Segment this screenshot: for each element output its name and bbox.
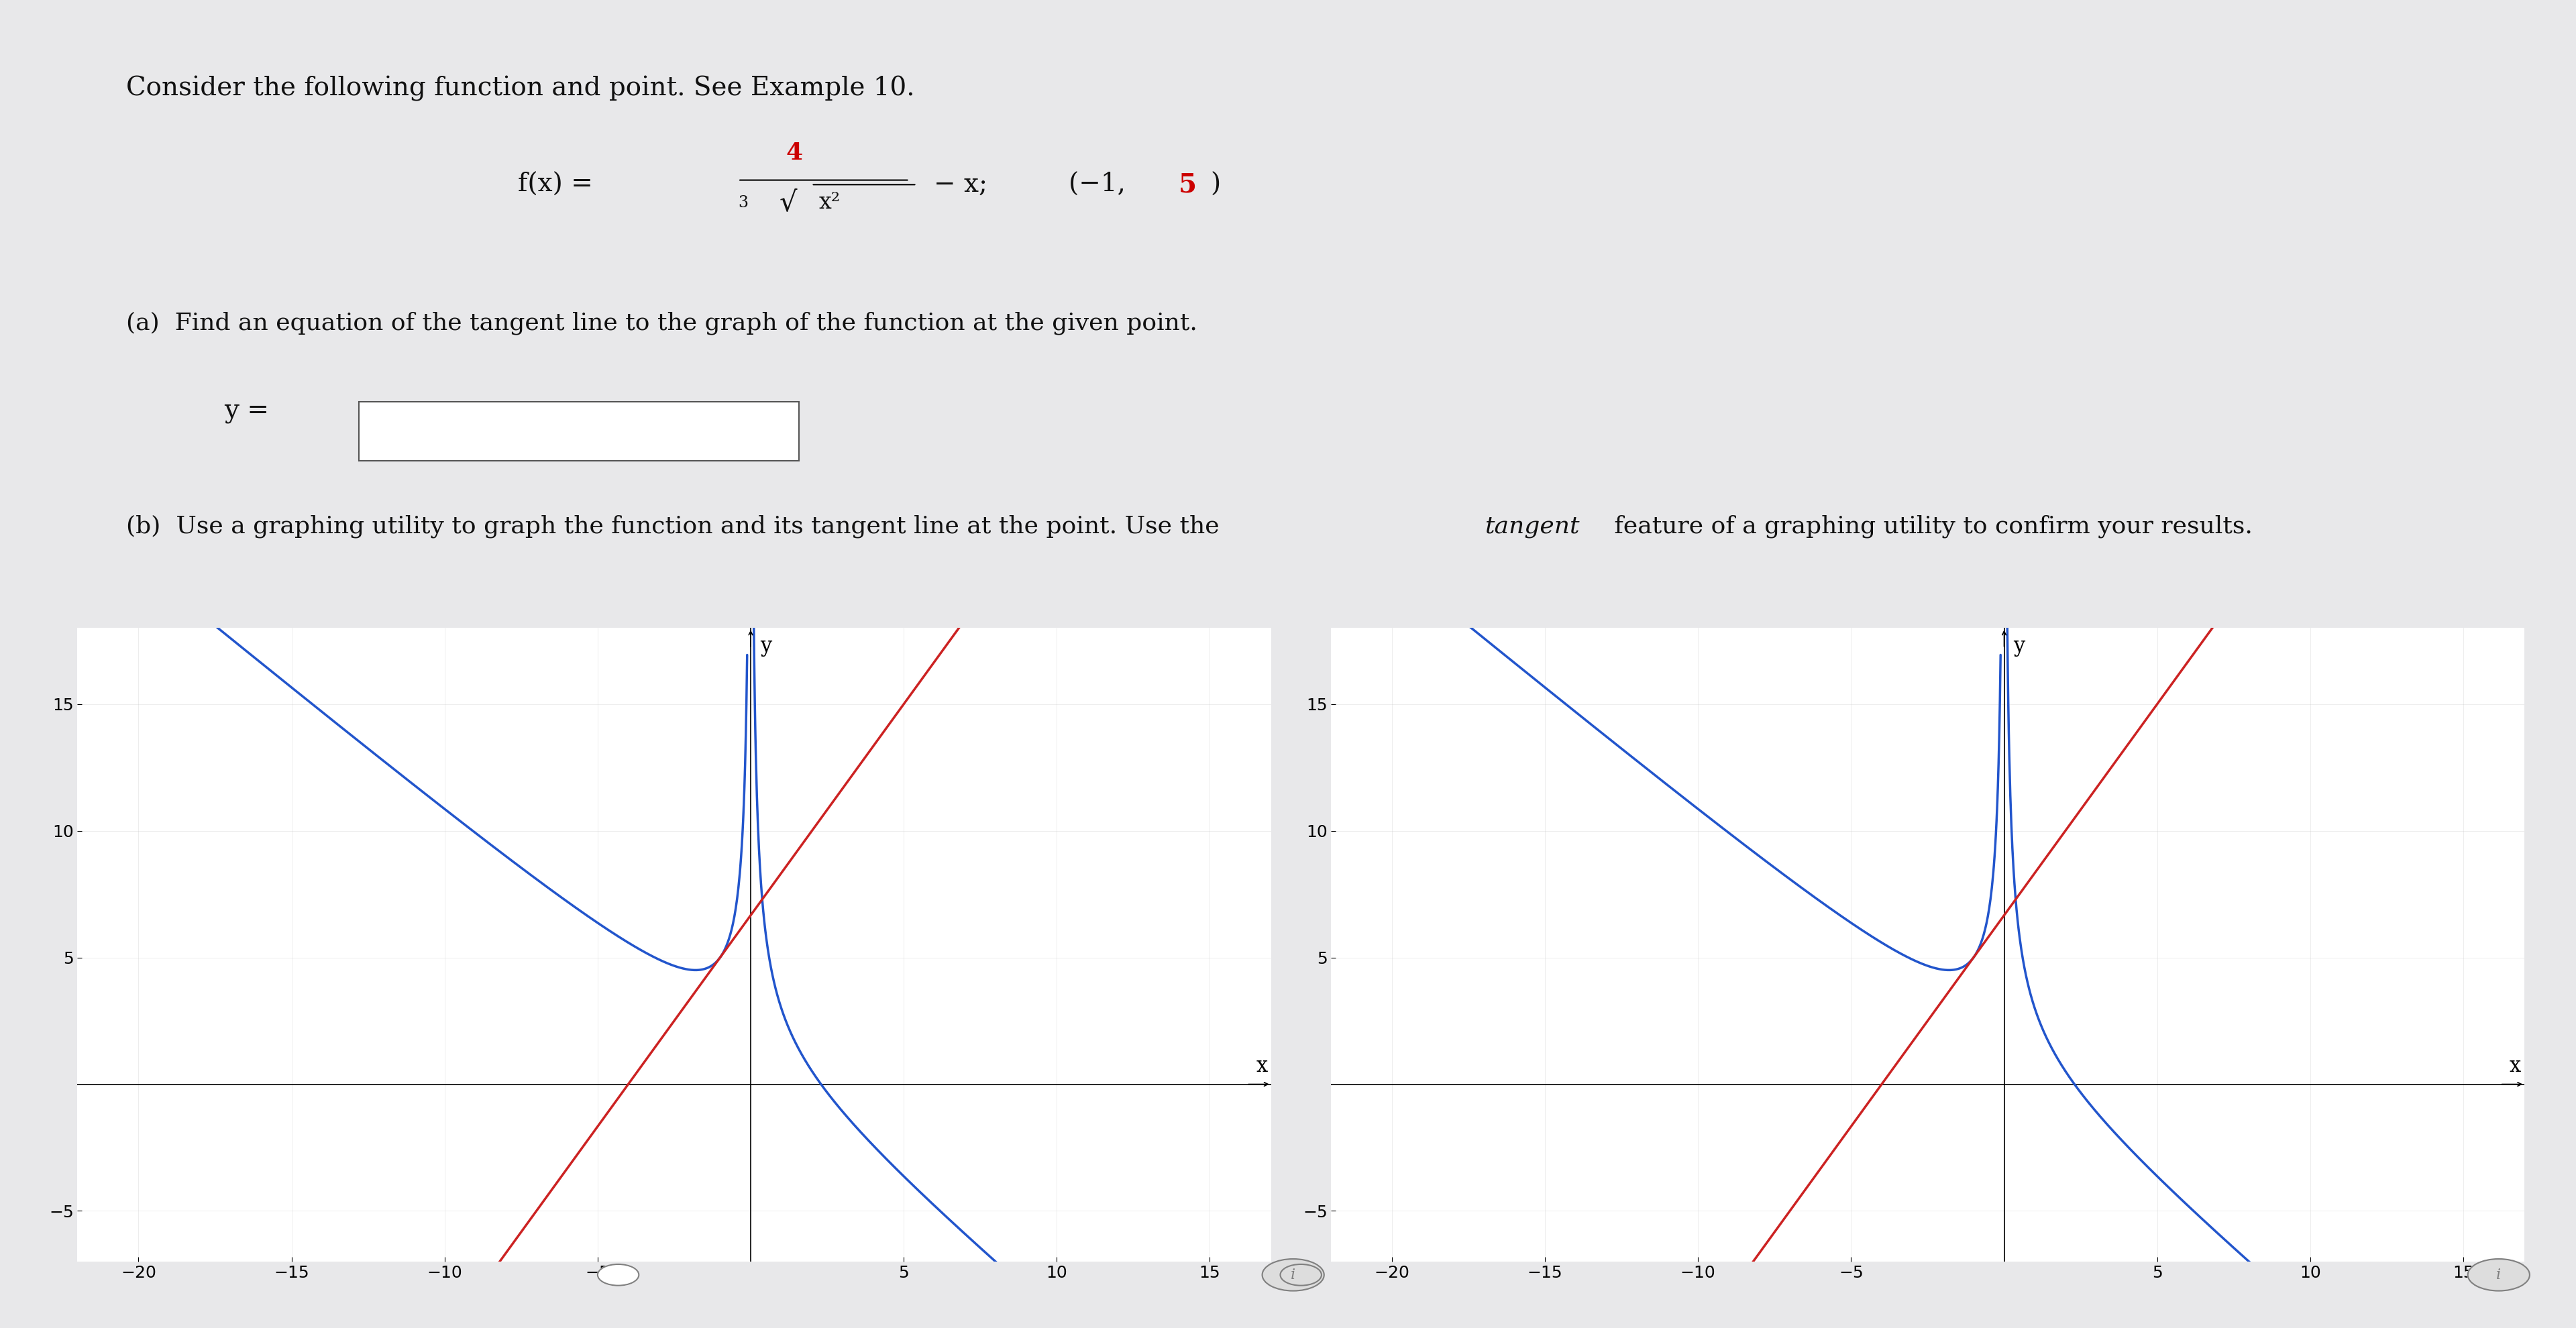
Text: ): ) bbox=[1211, 173, 1221, 197]
Text: x²: x² bbox=[819, 193, 840, 214]
Text: (b)  Use a graphing utility to graph the function and its tangent line at the po: (b) Use a graphing utility to graph the … bbox=[126, 515, 1226, 538]
Text: y: y bbox=[760, 636, 770, 656]
Text: y =: y = bbox=[224, 398, 268, 424]
Text: 4: 4 bbox=[786, 142, 804, 165]
Text: Consider the following function and point. See Example 10.: Consider the following function and poin… bbox=[126, 76, 914, 101]
Text: y: y bbox=[2014, 636, 2025, 656]
Text: i: i bbox=[1291, 1267, 1296, 1283]
Text: f(x) =: f(x) = bbox=[518, 173, 600, 197]
Text: √: √ bbox=[781, 189, 799, 216]
Text: tangent: tangent bbox=[1484, 515, 1579, 538]
Text: (a)  Find an equation of the tangent line to the graph of the function at the gi: (a) Find an equation of the tangent line… bbox=[126, 311, 1198, 335]
FancyBboxPatch shape bbox=[358, 402, 799, 461]
Text: feature of a graphing utility to confirm your results.: feature of a graphing utility to confirm… bbox=[1607, 515, 2251, 538]
Text: − x;: − x; bbox=[935, 173, 987, 197]
Text: 5: 5 bbox=[1180, 171, 1198, 198]
Text: i: i bbox=[2496, 1267, 2501, 1283]
Text: x: x bbox=[2509, 1056, 2522, 1077]
Text: x: x bbox=[1257, 1056, 1267, 1077]
Text: 3: 3 bbox=[739, 195, 747, 210]
Text: (−1,: (−1, bbox=[1069, 173, 1133, 197]
